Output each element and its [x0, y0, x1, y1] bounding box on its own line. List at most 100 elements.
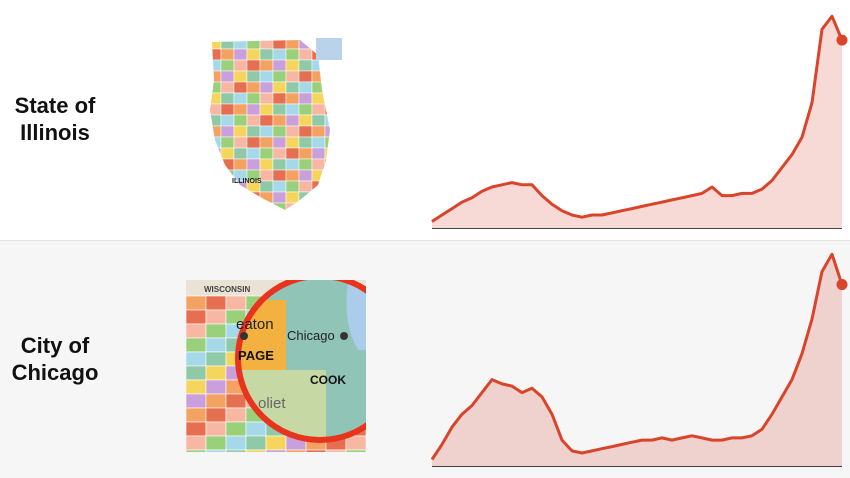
county — [246, 147, 261, 160]
county — [285, 92, 300, 105]
county — [285, 48, 300, 61]
county — [233, 125, 248, 138]
county — [272, 125, 287, 138]
county — [205, 379, 227, 395]
city-dot — [340, 332, 348, 340]
county — [311, 180, 326, 193]
county — [220, 59, 235, 72]
county — [220, 202, 235, 210]
county — [246, 125, 261, 138]
county — [345, 449, 366, 452]
county — [205, 295, 227, 311]
county — [205, 323, 227, 339]
county — [285, 59, 300, 72]
county — [272, 147, 287, 160]
county — [210, 92, 222, 105]
county — [210, 125, 222, 138]
county — [311, 103, 326, 116]
county — [285, 136, 300, 149]
county — [272, 40, 287, 50]
county — [324, 180, 330, 193]
county — [272, 81, 287, 94]
county — [259, 158, 274, 171]
county — [259, 114, 274, 127]
county — [259, 191, 274, 204]
end-dot — [836, 279, 848, 291]
county — [246, 70, 261, 83]
county — [205, 407, 227, 423]
county — [233, 147, 248, 160]
county — [205, 435, 227, 451]
county — [311, 92, 326, 105]
county — [298, 81, 313, 94]
county — [259, 40, 274, 50]
county — [245, 421, 267, 437]
county — [298, 136, 313, 149]
line — [431, 14, 844, 223]
county — [259, 70, 274, 83]
county — [259, 147, 274, 160]
county — [246, 40, 261, 50]
county — [259, 59, 274, 72]
county — [324, 191, 330, 204]
county — [324, 92, 330, 105]
county — [186, 337, 207, 353]
county — [298, 169, 313, 182]
county — [186, 449, 207, 452]
map-label: Chicago — [287, 328, 335, 343]
county — [220, 125, 235, 138]
county — [272, 191, 287, 204]
county — [246, 81, 261, 94]
county — [233, 59, 248, 72]
county — [233, 191, 248, 204]
county — [272, 70, 287, 83]
county — [220, 70, 235, 83]
county — [285, 125, 300, 138]
county — [285, 449, 307, 452]
county — [225, 449, 247, 452]
county — [210, 59, 222, 72]
county — [225, 407, 247, 423]
county — [259, 136, 274, 149]
county — [246, 48, 261, 61]
county — [233, 158, 248, 171]
county — [205, 309, 227, 325]
row-label: State of Illinois — [14, 93, 96, 145]
county — [220, 191, 235, 204]
county — [298, 92, 313, 105]
county — [265, 435, 287, 451]
county — [220, 136, 235, 149]
county — [220, 114, 235, 127]
county — [210, 70, 222, 83]
county — [246, 191, 261, 204]
county — [186, 393, 207, 409]
county — [210, 202, 222, 210]
map-label: PAGE — [238, 348, 274, 363]
county — [324, 147, 330, 160]
county — [298, 191, 313, 204]
county — [298, 158, 313, 171]
county — [220, 92, 235, 105]
county — [298, 202, 313, 210]
county — [210, 81, 222, 94]
county — [233, 40, 248, 50]
county — [246, 158, 261, 171]
county — [311, 136, 326, 149]
county — [210, 191, 222, 204]
county — [298, 180, 313, 193]
county — [285, 103, 300, 116]
county — [311, 202, 326, 210]
county — [205, 449, 227, 452]
county — [311, 158, 326, 171]
county — [259, 103, 274, 116]
county — [311, 81, 326, 94]
county — [272, 48, 287, 61]
county — [285, 40, 300, 50]
county — [298, 125, 313, 138]
county — [246, 202, 261, 210]
county — [205, 337, 227, 353]
county — [324, 81, 330, 94]
county — [324, 202, 330, 210]
county — [233, 81, 248, 94]
